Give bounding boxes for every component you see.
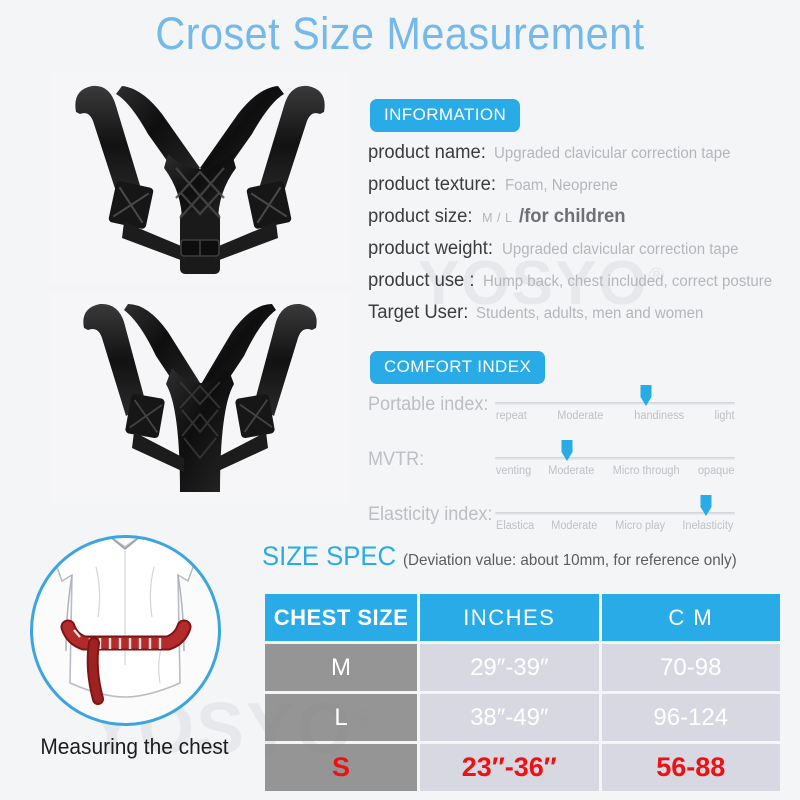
slider-tick: Micro play	[615, 520, 665, 532]
slider-tick: Elastica	[496, 520, 535, 532]
info-value-extra: /for children	[519, 206, 626, 227]
size-spec-table: CHEST SIZE INCHES C M M 29″-39″ 70-98 L …	[262, 591, 783, 794]
slider-tick: opaque	[697, 465, 735, 477]
information-badge: INFORMATION	[370, 99, 521, 132]
slider-marker-icon[interactable]	[700, 495, 712, 516]
info-row-product-use: product use : Hump back, chest included,…	[368, 270, 798, 300]
size-spec-note: (Deviation value: about 10mm, for refere…	[403, 552, 737, 569]
info-value: Upgraded clavicular correction tape	[501, 241, 739, 258]
column-header-cm: C M	[601, 594, 780, 641]
slider-track-wrap[interactable]: repeat Moderate handiness light	[495, 385, 735, 443]
info-value: Students, adults, men and women	[476, 305, 704, 322]
slider-tick: venting	[495, 465, 532, 477]
slider-track-wrap[interactable]: Elastica Moderate Micro play Inelasticit…	[495, 495, 735, 553]
slider-tick: Micro through	[612, 465, 680, 477]
slider-label: Portable index:	[368, 394, 489, 415]
info-key: Target User:	[368, 302, 469, 323]
slider-marker-icon[interactable]	[640, 385, 652, 406]
slider-label: MVTR:	[368, 449, 425, 470]
slider-tick: Moderate	[557, 410, 604, 422]
info-value: M / L	[481, 210, 513, 225]
info-row-product-name: product name: Upgraded clavicular correc…	[368, 142, 798, 172]
size-spec-title: SIZE SPEC	[262, 541, 396, 571]
table-header-row: CHEST SIZE INCHES C M	[265, 594, 780, 641]
page-title: Croset Size Measurement	[155, 8, 645, 59]
cell-size: S	[265, 744, 417, 791]
info-row-target-user: Target User: Students, adults, men and w…	[368, 302, 798, 332]
slider-elasticity-index: Elasticity index: Elastica Moderate Micr…	[368, 495, 788, 553]
slider-ticks: Elastica Moderate Micro play Inelasticit…	[495, 520, 735, 532]
column-header-chest-size: CHEST SIZE	[265, 594, 417, 641]
cell-cm: 96-124	[601, 694, 780, 741]
slider-tick: light	[714, 410, 735, 422]
measuring-illustration-block: Measuring the chest	[28, 533, 229, 760]
cell-inches: 23″-36″	[420, 744, 599, 791]
info-key: product use :	[368, 270, 475, 291]
info-key: product texture:	[368, 174, 497, 195]
slider-tick: Inelasticity	[682, 520, 734, 532]
info-value: Upgraded clavicular correction tape	[494, 145, 731, 162]
table-row: L 38″-49″ 96-124	[265, 694, 780, 741]
product-image-back	[50, 292, 350, 504]
table-row: M 29″-39″ 70-98	[265, 644, 780, 691]
cell-size: L	[265, 694, 417, 741]
cell-size: M	[265, 644, 417, 691]
slider-track	[495, 457, 735, 460]
info-key: product size:	[368, 206, 473, 227]
slider-label: Elasticity index:	[368, 504, 493, 525]
info-row-product-weight: product weight: Upgraded clavicular corr…	[368, 238, 798, 268]
comfort-index-badge: COMFORT INDEX	[370, 351, 546, 384]
cell-cm: 56-88	[601, 744, 780, 791]
measuring-chest-icon	[28, 533, 223, 728]
slider-ticks: repeat Moderate handiness light	[495, 410, 735, 422]
slider-mvtr: MVTR: venting Moderate Micro through opa…	[368, 440, 788, 498]
cell-inches: 29″-39″	[420, 644, 599, 691]
slider-portable-index: Portable index: repeat Moderate handines…	[368, 385, 788, 443]
product-image-front	[50, 72, 350, 284]
comfort-index-sliders: Portable index: repeat Moderate handines…	[368, 385, 788, 553]
slider-ticks: venting Moderate Micro through opaque	[495, 465, 735, 477]
info-key: product name:	[368, 142, 486, 163]
measuring-caption: Measuring the chest	[40, 734, 229, 759]
slider-track	[495, 512, 735, 515]
information-list: product name: Upgraded clavicular correc…	[368, 142, 798, 334]
info-row-product-size: product size: M / L /for children	[368, 206, 798, 236]
slider-marker-icon[interactable]	[561, 440, 573, 461]
slider-tick: Moderate	[548, 465, 595, 477]
slider-track	[495, 402, 735, 405]
slider-track-wrap[interactable]: venting Moderate Micro through opaque	[495, 440, 735, 498]
slider-tick: handiness	[634, 410, 685, 422]
cell-inches: 38″-49″	[420, 694, 599, 741]
info-row-product-texture: product texture: Foam, Neoprene	[368, 174, 798, 204]
column-header-inches: INCHES	[420, 594, 599, 641]
info-value: Hump back, chest included, correct postu…	[482, 273, 772, 290]
size-spec-heading: SIZE SPEC (Deviation value: about 10mm, …	[262, 541, 754, 572]
slider-tick: repeat	[495, 410, 527, 422]
info-value: Foam, Neoprene	[505, 177, 618, 194]
table-row-highlighted: S 23″-36″ 56-88	[265, 744, 780, 791]
info-key: product weight:	[368, 238, 493, 259]
cell-cm: 70-98	[601, 644, 780, 691]
slider-tick: Moderate	[551, 520, 598, 532]
